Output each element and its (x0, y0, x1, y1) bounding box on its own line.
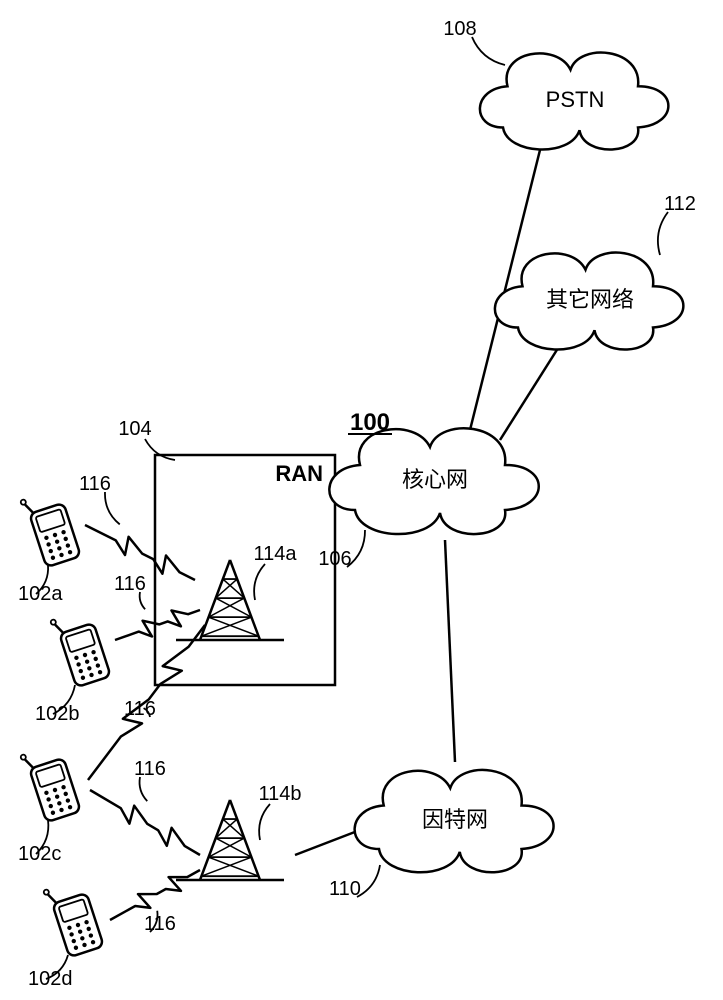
svg-text:112: 112 (664, 193, 696, 215)
svg-text:114b: 114b (258, 783, 301, 805)
svg-text:116: 116 (124, 698, 156, 720)
svg-text:102a: 102a (18, 583, 63, 605)
svg-text:102d: 102d (28, 968, 73, 990)
svg-text:102b: 102b (35, 703, 80, 725)
svg-text:116: 116 (134, 758, 166, 780)
svg-text:100: 100 (350, 409, 390, 436)
svg-text:116: 116 (144, 913, 176, 935)
svg-text:114a: 114a (253, 543, 297, 565)
svg-text:104: 104 (118, 418, 151, 440)
svg-text:其它网络: 其它网络 (546, 287, 634, 312)
svg-text:102c: 102c (18, 843, 61, 865)
svg-text:PSTN: PSTN (546, 87, 605, 112)
svg-text:108: 108 (443, 18, 476, 40)
svg-text:因特网: 因特网 (422, 807, 488, 832)
svg-text:116: 116 (114, 573, 146, 595)
svg-text:106: 106 (318, 548, 351, 570)
network-diagram: RAN 104 PSTN 108 其它网络 112 核心网 106 因特网 110 114a 114b… (0, 0, 723, 1000)
svg-text:110: 110 (329, 878, 361, 900)
svg-text:116: 116 (79, 473, 111, 495)
svg-text:核心网: 核心网 (402, 467, 468, 492)
svg-text:RAN: RAN (275, 461, 323, 486)
